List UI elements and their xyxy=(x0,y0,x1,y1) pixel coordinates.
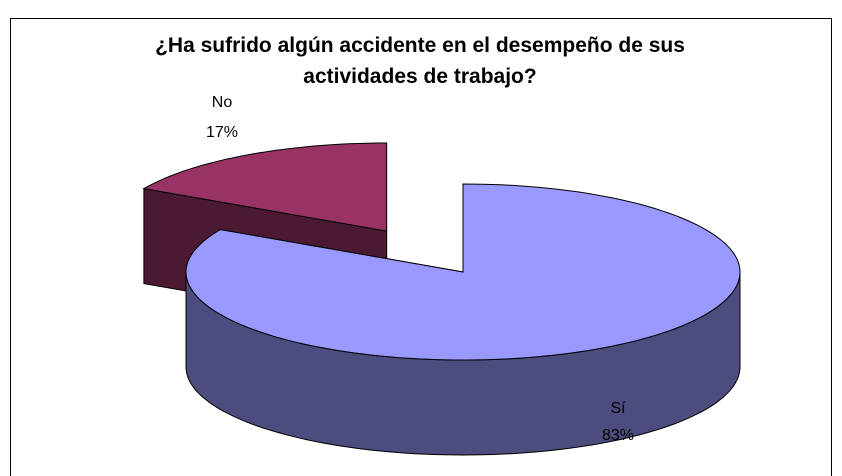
slice xyxy=(142,142,388,232)
chart-title: ¿Ha sufrido algún accidente en el desemp… xyxy=(155,34,685,88)
slice-category-label: No xyxy=(212,94,233,111)
slice-value-label: 83% xyxy=(602,427,634,444)
slice-category-label: Sí xyxy=(610,400,626,417)
slice xyxy=(185,183,741,361)
slice-value-label: 17% xyxy=(206,124,238,141)
